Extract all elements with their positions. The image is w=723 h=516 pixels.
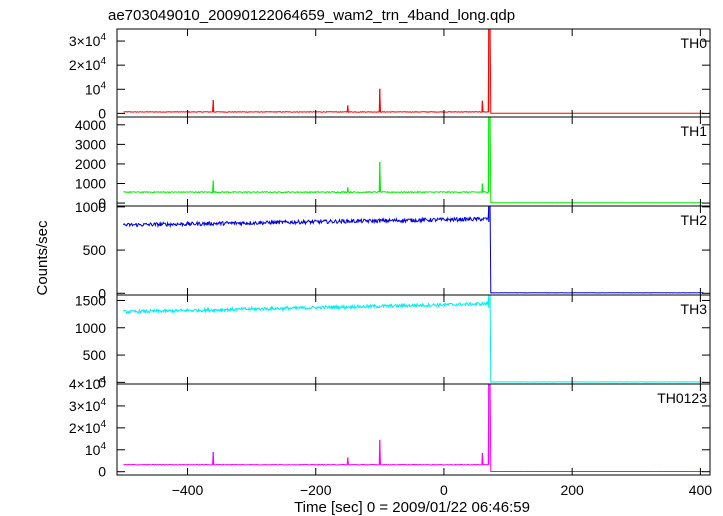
y-tick-label: 2×104	[69, 56, 107, 73]
x-tick-label: −400	[172, 482, 204, 498]
panel-label-th0: TH0	[681, 35, 708, 51]
panel-th2: 0 500 1000 TH2	[75, 199, 711, 301]
y-tick-label: 500	[83, 242, 107, 258]
y-tick-label: 1000	[75, 320, 106, 336]
y-tick-label: 3×104	[69, 32, 107, 49]
panel-th0: 0 104 2×104 3×104 TH0	[69, 28, 711, 121]
y-tick-label: 2000	[75, 156, 106, 172]
y-tick-label: 500	[83, 347, 107, 363]
y-tick-label: 4×104	[69, 375, 107, 392]
panel-frame	[116, 294, 711, 385]
y-tick-label: 3000	[75, 136, 106, 152]
panel-label-th1: TH1	[681, 123, 708, 139]
y-tick-label: 104	[85, 80, 107, 97]
y-tick-label: 1000	[75, 199, 106, 215]
y-tick-label: 0	[98, 105, 106, 121]
x-tick-label: 0	[440, 482, 448, 498]
y-tick-label: 2×104	[69, 419, 107, 436]
y-tick-label: 4000	[75, 117, 106, 133]
chart-title: ae703049010_20090122064659_wam2_trn_4ban…	[108, 7, 515, 24]
panel-th3: 0 500 1000 1500 TH3	[75, 292, 711, 390]
panel-label-th2: TH2	[681, 212, 708, 228]
y-axis-label: Counts/sec	[34, 220, 51, 296]
x-axis-label: Time [sec] 0 = 2009/01/22 06:46:59	[294, 499, 530, 516]
y-tick-label: 0	[98, 464, 106, 480]
panel-frame	[116, 383, 711, 476]
y-tick-label: 0	[98, 285, 106, 301]
panel-th1: 0 1000 2000 3000 4000 TH1	[75, 116, 711, 211]
y-tick-label: 104	[85, 441, 107, 458]
y-tick-label: 0	[98, 374, 106, 390]
y-tick-label: 1000	[75, 176, 106, 192]
y-tick-label: 3×104	[69, 397, 107, 414]
x-tick-label: 400	[689, 482, 713, 498]
series-line-th0123	[123, 383, 704, 472]
y-tick-label: 0	[98, 195, 106, 211]
series-line-th1	[123, 116, 704, 204]
panel-label-th0123: TH0123	[657, 390, 707, 406]
panel-frame	[116, 28, 711, 118]
x-tick-label: −200	[300, 482, 332, 498]
series-line-th0	[123, 28, 704, 114]
series-line-th3	[122, 294, 704, 383]
panel-th0123: 0 104 2×104 3×104 4×104 TH0123	[69, 375, 711, 480]
series-line-th2	[122, 205, 704, 294]
panel-label-th3: TH3	[681, 301, 708, 317]
y-tick-label: 1500	[75, 292, 106, 308]
x-tick-label: 200	[560, 482, 584, 498]
